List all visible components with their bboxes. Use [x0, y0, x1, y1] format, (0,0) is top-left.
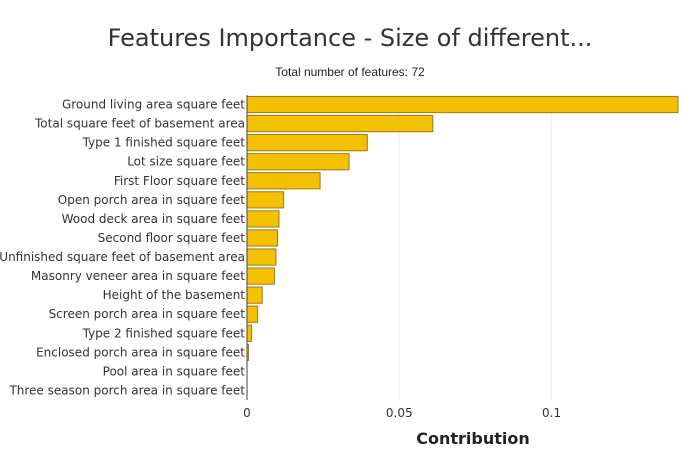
y-axis: Ground living area square feet Total squa…: [0, 95, 248, 400]
x-tick-label: 0.1: [542, 406, 561, 420]
y-tick-label: Height of the basement: [103, 288, 246, 302]
bar: [246, 210, 280, 228]
x-tick-label: 0: [243, 406, 251, 420]
bar: [246, 114, 434, 133]
bar: [246, 134, 368, 152]
y-tick-label: Second floor square feet: [98, 231, 246, 245]
bar: [246, 267, 275, 285]
y-tick-label: Open porch area in square feet: [58, 193, 246, 207]
y-tick-label: Total square feet of basement area: [34, 117, 245, 131]
y-tick-label: Three season porch area in square feet: [8, 383, 245, 397]
bar: [246, 305, 259, 323]
chart-subtitle: Total number of features: 72: [275, 65, 425, 79]
grid-layer: [398, 95, 553, 400]
y-tick-label: Masonry veneer area in square feet: [31, 269, 245, 283]
bar: [246, 153, 350, 171]
bar: [246, 191, 285, 209]
bars-layer: [246, 95, 679, 361]
y-tick-label: Wood deck area in square feet: [62, 212, 246, 226]
y-tick-label: Screen porch area in square feet: [49, 307, 246, 321]
y-tick-label: Enclosed porch area in square feet: [36, 345, 245, 359]
bar: [246, 229, 278, 247]
x-axis: 0 0.05 0.1: [243, 406, 561, 420]
y-tick-label: Unfinished square feet of basement area: [0, 250, 245, 264]
bar: [246, 248, 277, 266]
bar: [246, 324, 253, 342]
y-tick-label: Lot size square feet: [127, 155, 245, 169]
x-axis-title: Contribution: [416, 429, 530, 448]
bar: [246, 286, 263, 304]
y-tick-label: First Floor square feet: [114, 174, 245, 188]
bar: [246, 172, 321, 190]
x-tick-label: 0.05: [386, 406, 413, 420]
bar: [246, 95, 679, 114]
y-tick-label: Ground living area square feet: [62, 98, 245, 112]
y-tick-label: Type 1 finished square feet: [82, 136, 246, 150]
y-tick-label: Pool area in square feet: [103, 364, 246, 378]
y-tick-label: Type 2 finished square feet: [82, 326, 246, 340]
chart-title: Features Importance - Size of different.…: [108, 24, 593, 52]
